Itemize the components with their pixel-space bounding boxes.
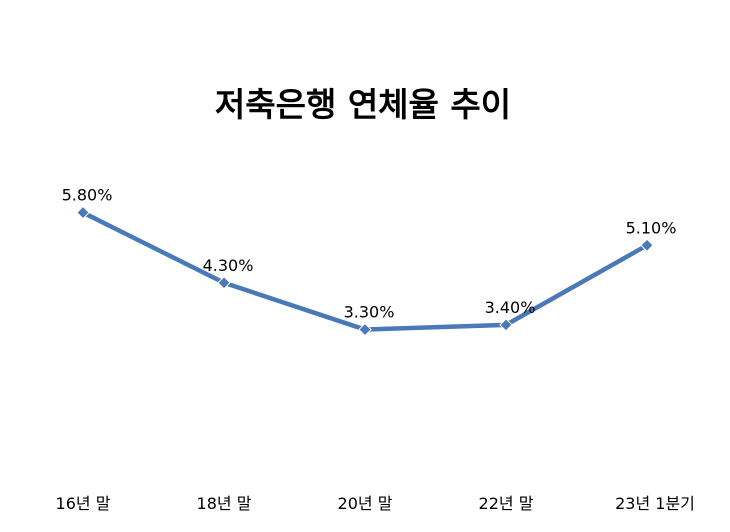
x-tick-label: 20년 말 [338, 494, 393, 513]
x-axis-tick-labels: 16년 말 18년 말 20년 말 22년 말 23년 1분기 [56, 494, 695, 513]
data-labels-layer: 5.80% 4.30% 3.30% 3.40% 5.10% [62, 186, 677, 322]
data-label: 5.80% [62, 186, 113, 205]
x-tick-label: 18년 말 [197, 494, 252, 513]
data-label: 3.40% [485, 298, 536, 317]
data-label: 3.30% [344, 303, 395, 322]
data-label: 4.30% [203, 256, 254, 275]
data-point-marker [358, 322, 372, 337]
data-point-marker [499, 318, 513, 332]
data-point-marker [217, 276, 231, 290]
chart-title: 저축은행 연체율 추이 [215, 85, 511, 124]
markers-layer [76, 205, 654, 337]
x-tick-label: 22년 말 [479, 494, 534, 513]
data-point-marker [76, 205, 90, 220]
x-tick-label: 16년 말 [56, 494, 111, 513]
data-point-marker [640, 238, 654, 253]
data-label: 5.10% [626, 218, 677, 237]
x-tick-label: 23년 1분기 [615, 494, 695, 513]
